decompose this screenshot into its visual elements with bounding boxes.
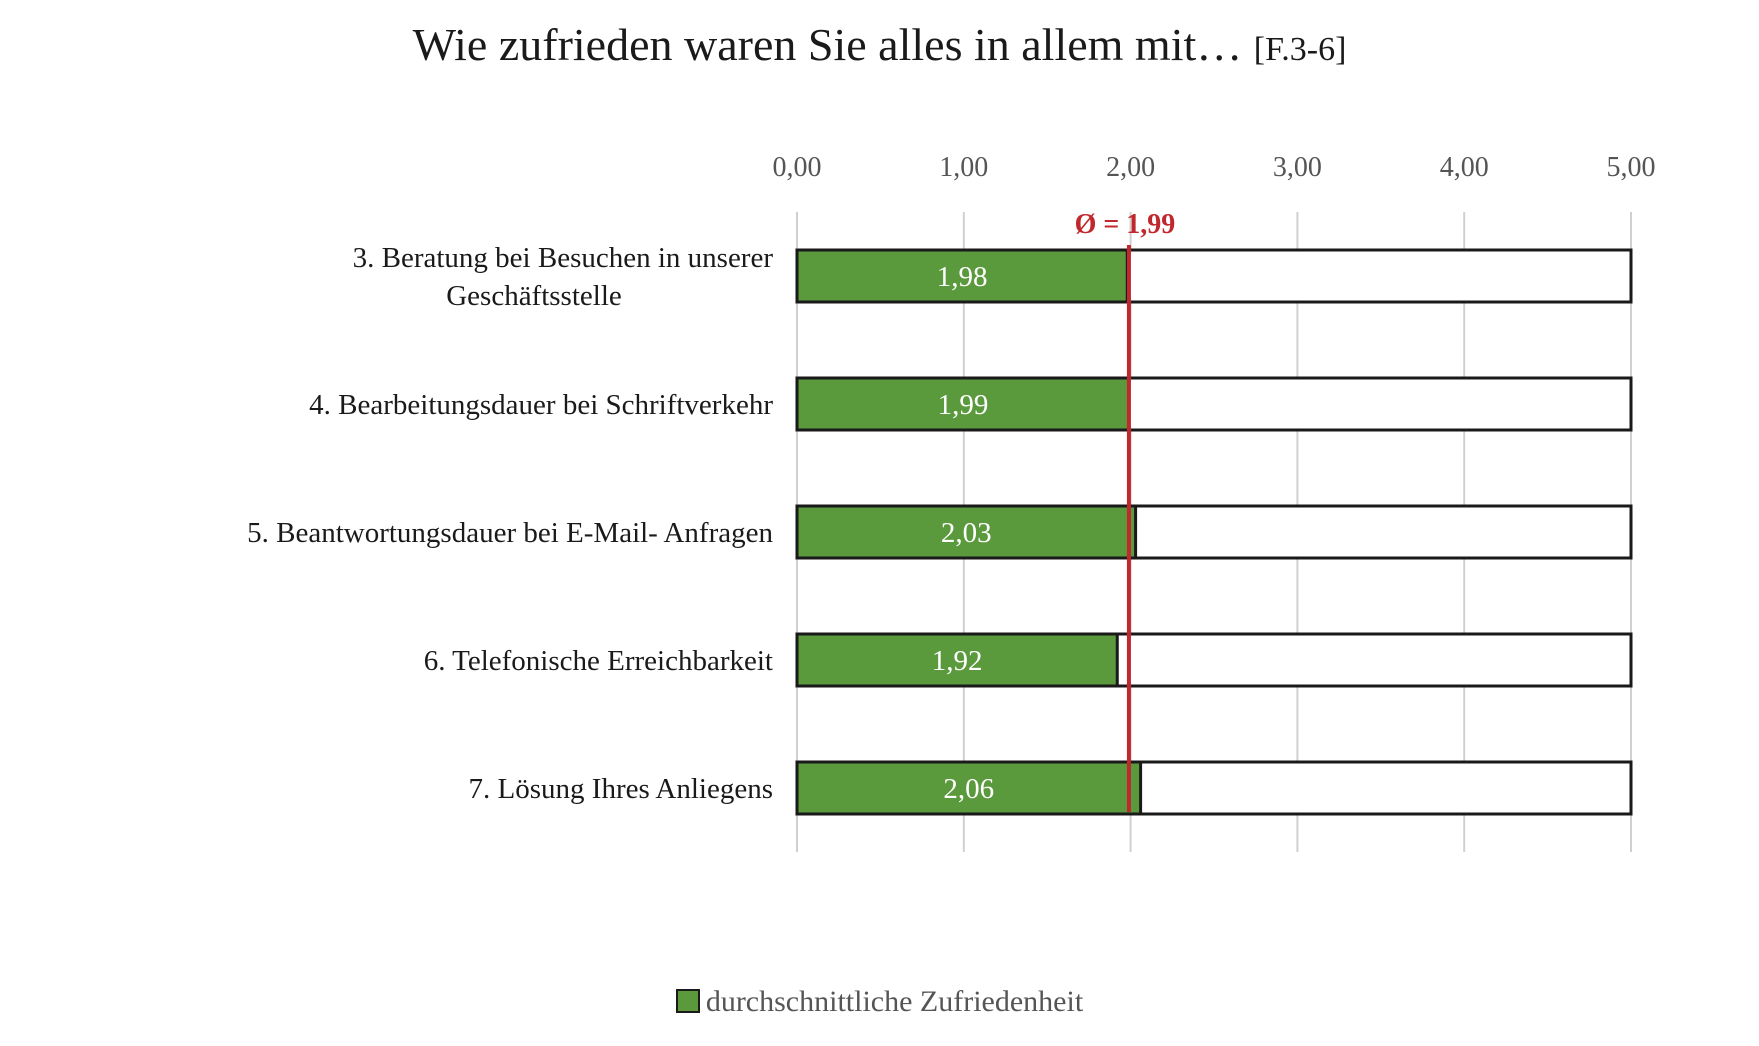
category-label: 5. Beantwortungsdauer bei E-Mail- Anfrag… bbox=[247, 517, 773, 549]
category-label: 4. Bearbeitungsdauer bei Schriftverkehr bbox=[309, 389, 773, 421]
x-tick-label: 1,00 bbox=[939, 152, 988, 183]
x-tick-label: 4,00 bbox=[1440, 152, 1489, 183]
x-tick-label: 5,00 bbox=[1607, 152, 1656, 183]
bar bbox=[795, 248, 1129, 304]
data-label: 1,92 bbox=[932, 645, 983, 677]
category-label: 3. Beratung bei Besuchen in unserer bbox=[353, 242, 774, 274]
chart-subtitle: [F.3-6] bbox=[1253, 31, 1347, 68]
average-label: Ø = 1,99 bbox=[1075, 209, 1176, 240]
bar bbox=[795, 504, 1138, 560]
chart-title-text: Wie zufrieden waren Sie alles in allem m… bbox=[412, 19, 1243, 70]
data-label: 1,98 bbox=[937, 261, 988, 293]
data-label: 2,06 bbox=[943, 773, 994, 805]
bar bbox=[795, 760, 1143, 816]
bar bbox=[795, 376, 1131, 432]
x-tick-label: 0,00 bbox=[773, 152, 822, 183]
category-label: 7. Lösung Ihres Anliegens bbox=[469, 773, 773, 805]
legend-label: durchschnittliche Zufriedenheit bbox=[705, 985, 1084, 1018]
legend: durchschnittliche Zufriedenheit bbox=[0, 985, 1759, 1019]
category-label: Geschäftsstelle bbox=[446, 280, 622, 312]
x-tick-label: 3,00 bbox=[1273, 152, 1322, 183]
chart-title: Wie zufrieden waren Sie alles in allem m… bbox=[0, 18, 1759, 71]
bar bbox=[795, 632, 1119, 688]
x-tick-label: 2,00 bbox=[1106, 152, 1155, 183]
category-label: 6. Telefonische Erreichbarkeit bbox=[424, 645, 773, 677]
data-label: 1,99 bbox=[938, 389, 989, 421]
legend-swatch bbox=[675, 989, 700, 1013]
data-label: 2,03 bbox=[941, 517, 992, 549]
